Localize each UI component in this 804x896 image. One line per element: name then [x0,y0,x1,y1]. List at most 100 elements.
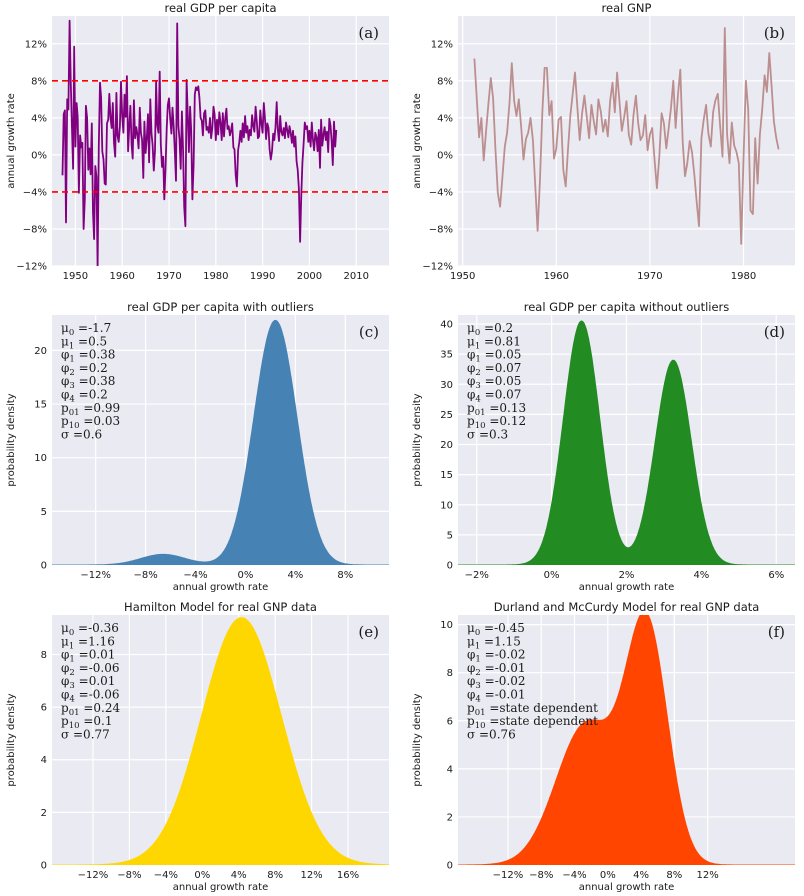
plot-area [52,19,389,266]
parameter-line: p01 =0.99 [61,401,120,418]
y-axis-label: probability density [6,693,17,786]
y-tick-label: 0 [41,861,47,872]
panel-label: (a) [358,24,379,42]
parameter-line: φ1 =-0.02 [467,648,525,665]
x-tick-label: −12% [80,570,111,581]
plot-background [52,315,389,565]
parameter-line: μ0 =-0.36 [61,621,119,638]
parameter-line: φ3 =0.01 [61,674,115,691]
y-tick-label: −4% [23,187,47,198]
parameter-line: p10 =0.03 [61,414,120,431]
y-tick-label: 0% [437,150,453,161]
parameter-line: φ3 =-0.02 [467,674,525,691]
density-area [52,617,389,865]
panel-label: (d) [764,323,785,341]
x-tick-label: 0% [194,870,210,881]
x-tick-label: 2010 [344,271,369,282]
parameter-line: φ2 =0.2 [61,361,108,378]
density-area [52,319,389,565]
parameter-line: μ1 =1.15 [467,634,521,651]
y-tick-label: 4% [31,113,47,124]
panel-d: −2% 0% 2% 4% 6% 0 5 10 15 20 25 30 35 40 μ0 =0.2μ1 =0.… [412,300,795,593]
parameter-line: φ1 =0.05 [467,348,521,365]
y-tick-label: 20 [34,346,47,357]
parameter-line: p10 =0.12 [467,414,526,431]
y-tick-label: −12% [422,262,453,273]
parameter-line: φ4 =0.07 [467,388,521,405]
x-tick-label: −8% [133,570,157,581]
x-tick-label: 1970 [637,271,662,282]
x-tick-label: 1960 [109,271,134,282]
series-line [473,27,780,245]
x-tick-label: −12% [493,870,524,881]
plot-area [473,27,780,245]
panel-a: 1950 1960 1970 1980 1990 2000 2010 −12% −8% −4% 0%… [6,1,389,282]
y-tick-label: 8 [447,668,453,679]
y-tick-label: 40 [440,320,453,331]
y-tick-label: −12% [16,262,47,273]
y-tick-label: 5 [41,507,47,518]
plot-area [52,319,389,565]
parameter-line: φ1 =0.38 [61,348,115,365]
x-tick-label: 12% [300,870,322,881]
x-tick-label: 4% [693,570,709,581]
parameter-line: φ2 =0.07 [467,361,521,378]
parameter-line: μ1 =0.81 [467,334,521,351]
x-tick-label: −2% [465,570,489,581]
x-axis-label: annual growth rate [173,882,269,893]
y-tick-label: −4% [429,187,453,198]
x-tick-label: 0% [600,870,616,881]
parameter-line: φ4 =-0.01 [467,688,525,705]
y-tick-label: 12% [431,39,453,50]
y-tick-label: 20 [440,440,453,451]
x-tick-label: −12% [78,870,109,881]
y-tick-label: 0 [41,561,47,572]
x-tick-label: −4% [154,870,178,881]
parameter-line: σ =0.6 [61,427,102,441]
x-tick-label: 2000 [297,271,322,282]
x-axis-label: annual growth rate [173,582,269,593]
parameter-line: φ2 =-0.01 [467,661,525,678]
x-tick-label: 0% [544,570,560,581]
y-tick-label: 4% [437,113,453,124]
y-tick-label: −8% [23,224,47,235]
y-tick-label: 6 [447,716,453,727]
chart-title: real GDP per capita without outliers [524,300,730,314]
panel-label: (c) [359,323,379,341]
parameter-line: φ2 =-0.06 [61,661,119,678]
parameter-line: μ1 =0.5 [61,334,107,351]
y-tick-label: 10 [34,453,47,464]
x-tick-label: −4% [183,570,207,581]
y-tick-label: 0 [447,861,453,872]
parameter-line: p10 =0.1 [61,714,112,731]
y-tick-label: 10 [440,620,453,631]
plot-area [52,617,389,865]
x-tick-label: −4% [562,870,586,881]
y-tick-label: 2 [447,812,453,823]
panel-label: (f) [768,623,785,641]
parameter-line: φ3 =0.38 [61,374,115,391]
x-tick-label: 12% [697,870,719,881]
y-axis-label: probability density [412,693,423,786]
panel-b: 1950 1960 1970 1980 −12% −8% −4% 0% 4% 8% 12% (b) re… [412,1,795,282]
y-tick-label: 0 [447,561,453,572]
y-tick-label: 8% [437,76,453,87]
y-tick-label: 15 [34,400,47,411]
plot-background [458,16,795,266]
plot-area [458,320,795,565]
parameter-line: μ0 =-0.45 [467,621,525,638]
parameter-line: p01 =state dependent [467,701,598,718]
x-tick-label: 8% [337,570,353,581]
chart-title: Hamilton Model for real GNP data [124,600,317,614]
chart-title: Durland and McCurdy Model for real GNP d… [494,600,760,614]
x-tick-label: 8% [666,870,682,881]
y-tick-label: 35 [440,350,453,361]
y-tick-label: 4 [41,755,47,766]
y-tick-label: 12% [25,39,47,50]
